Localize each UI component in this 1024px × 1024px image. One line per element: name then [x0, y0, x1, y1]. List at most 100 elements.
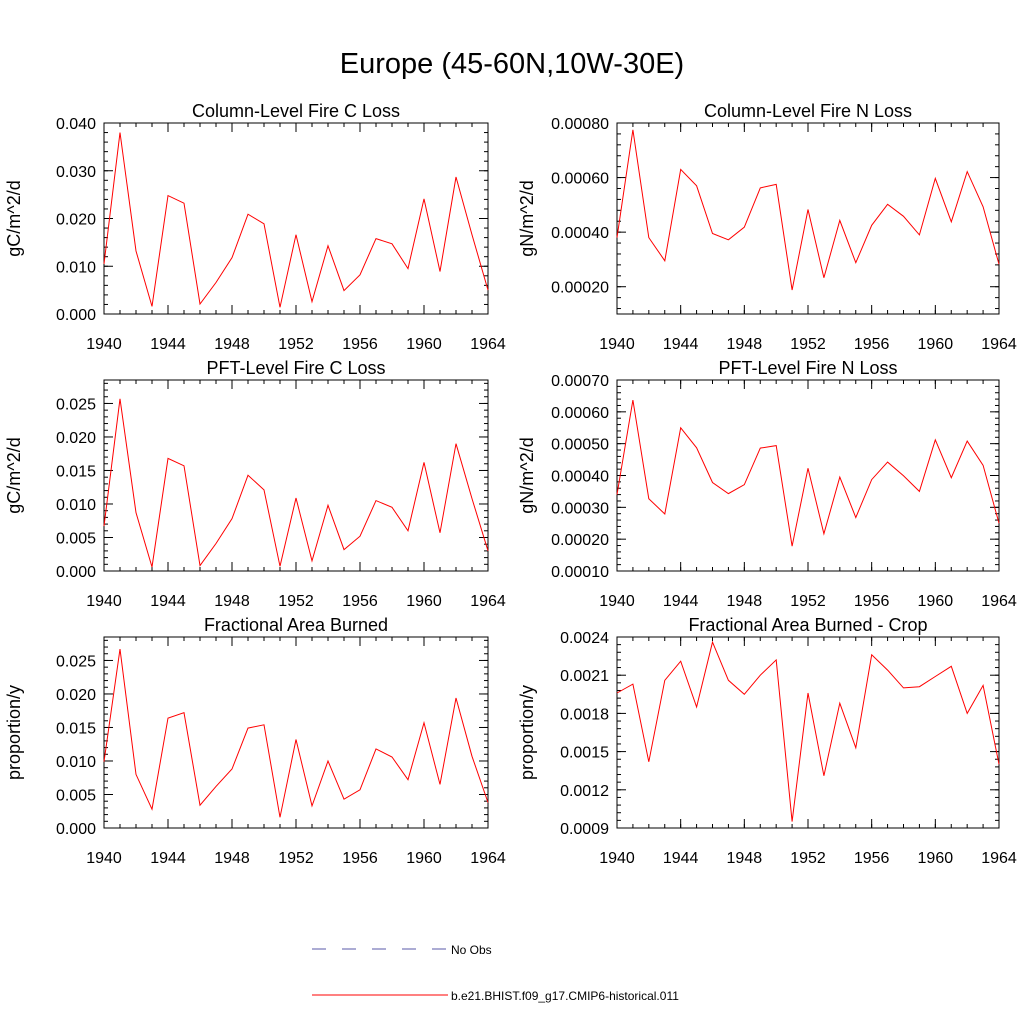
panel-3: PFT-Level Fire C Loss 0.000 0.005 0.010 0.01… [4, 358, 506, 610]
x-tick-label: 1964 [981, 593, 1017, 610]
x-tick-label: 1940 [86, 336, 122, 353]
series-line [103, 649, 489, 818]
y-tick-label: 0.040 [56, 116, 96, 133]
x-tick-label: 1952 [790, 593, 826, 610]
panel-4: PFT-Level Fire N Loss 0.00010 0.00020 0.000… [517, 358, 1017, 610]
y-tick-label: 0.00040 [551, 469, 609, 486]
plot-frame [103, 379, 489, 572]
x-tick-label: 1944 [150, 850, 186, 867]
y-tick-label: 0.005 [56, 787, 96, 804]
y-tick-label: 0.00020 [551, 280, 609, 297]
y-tick-label: 0.015 [56, 720, 96, 737]
x-tick-label: 1960 [406, 593, 442, 610]
x-tick-label: 1956 [342, 593, 378, 610]
panel-6: Fractional Area Burned - Crop 0.0009 0.001… [517, 615, 1017, 867]
x-tick-label: 1940 [599, 850, 635, 867]
x-tick-label: 1956 [342, 336, 378, 353]
series-line [103, 398, 489, 568]
y-tick-label: 0.00070 [551, 373, 609, 390]
panel-title: Column-Level Fire C Loss [192, 101, 400, 121]
y-tick-label: 0.015 [56, 463, 96, 480]
y-tick-label: 0.00050 [551, 437, 609, 454]
y-axis-label: gC/m^2/d [4, 437, 24, 513]
y-tick-label: 0.0012 [560, 783, 609, 800]
y-tick-label: 0.00060 [551, 405, 609, 422]
y-tick-label: 0.010 [56, 497, 96, 514]
y-tick-label: 0.005 [56, 530, 96, 547]
series-line [616, 129, 1000, 291]
panel-title: Fractional Area Burned - Crop [688, 615, 927, 635]
plot-frame [616, 379, 1000, 572]
y-tick-label: 0.010 [56, 259, 96, 276]
y-axis-label: gN/m^2/d [517, 180, 537, 256]
y-tick-label: 0.00040 [551, 225, 609, 242]
x-tick-label: 1964 [981, 850, 1017, 867]
x-tick-label: 1964 [470, 336, 506, 353]
x-tick-label: 1956 [854, 850, 890, 867]
x-tick-label: 1960 [406, 336, 442, 353]
legend-series-label: b.e21.BHIST.f09_g17.CMIP6-historical.011 [451, 989, 679, 1003]
panels: Column-Level Fire C Loss 0.000 0.010 0.020 0… [4, 101, 1017, 867]
y-tick-label: 0.000 [56, 564, 96, 581]
plot-frame [103, 122, 489, 315]
panel-5: Fractional Area Burned 0.000 0.005 0.010 0.0… [4, 615, 506, 867]
x-tick-label: 1948 [214, 336, 250, 353]
x-tick-label: 1952 [278, 336, 314, 353]
x-tick-label: 1944 [150, 336, 186, 353]
y-tick-label: 0.020 [56, 687, 96, 704]
legend-obs-label: No Obs [451, 943, 492, 957]
panel-title: Fractional Area Burned [204, 615, 388, 635]
plot-frame [103, 636, 489, 829]
x-tick-label: 1964 [981, 336, 1017, 353]
y-tick-label: 0.025 [56, 396, 96, 413]
y-tick-label: 0.0015 [560, 745, 609, 762]
x-tick-label: 1940 [86, 593, 122, 610]
x-tick-label: 1956 [342, 850, 378, 867]
y-tick-label: 0.000 [56, 307, 96, 324]
series-line [616, 640, 1000, 822]
y-axis-label: proportion/y [4, 685, 24, 780]
y-tick-label: 0.00020 [551, 532, 609, 549]
panel-2: Column-Level Fire N Loss 0.00020 0.00040 0.… [517, 101, 1017, 353]
x-tick-label: 1944 [663, 336, 699, 353]
y-tick-label: 0.0021 [560, 668, 609, 685]
x-tick-label: 1948 [727, 593, 763, 610]
y-tick-label: 0.010 [56, 754, 96, 771]
panel-title: Column-Level Fire N Loss [704, 101, 912, 121]
y-tick-label: 0.020 [56, 430, 96, 447]
x-tick-label: 1964 [470, 850, 506, 867]
y-tick-label: 0.00080 [551, 116, 609, 133]
legend: No Obs b.e21.BHIST.f09_g17.CMIP6-histori… [312, 943, 679, 1003]
x-tick-label: 1948 [727, 336, 763, 353]
panel-1: Column-Level Fire C Loss 0.000 0.010 0.020 0… [4, 101, 506, 353]
y-tick-label: 0.0024 [560, 630, 609, 647]
plot-frame [616, 122, 1000, 315]
x-tick-label: 1952 [790, 850, 826, 867]
x-tick-label: 1960 [918, 593, 954, 610]
y-axis-label: proportion/y [517, 685, 537, 780]
y-tick-label: 0.0018 [560, 706, 609, 723]
x-tick-label: 1940 [86, 850, 122, 867]
x-tick-label: 1956 [854, 336, 890, 353]
y-axis-label: gC/m^2/d [4, 180, 24, 256]
figure-title: Europe (45-60N,10W-30E) [339, 48, 685, 80]
y-tick-label: 0.020 [56, 212, 96, 229]
series-line [103, 132, 489, 308]
y-tick-label: 0.00030 [551, 500, 609, 517]
x-tick-label: 1960 [918, 850, 954, 867]
y-tick-label: 0.0009 [560, 821, 609, 838]
panel-title: PFT-Level Fire C Loss [206, 358, 385, 378]
x-tick-label: 1944 [150, 593, 186, 610]
y-tick-label: 0.030 [56, 164, 96, 181]
x-tick-label: 1948 [214, 850, 250, 867]
y-tick-label: 0.000 [56, 821, 96, 838]
x-tick-label: 1952 [278, 850, 314, 867]
y-tick-label: 0.025 [56, 653, 96, 670]
x-tick-label: 1960 [918, 336, 954, 353]
x-tick-label: 1940 [599, 336, 635, 353]
series-line [616, 400, 1000, 547]
panel-title: PFT-Level Fire N Loss [718, 358, 897, 378]
x-tick-label: 1952 [790, 336, 826, 353]
plot-frame [616, 636, 1000, 829]
